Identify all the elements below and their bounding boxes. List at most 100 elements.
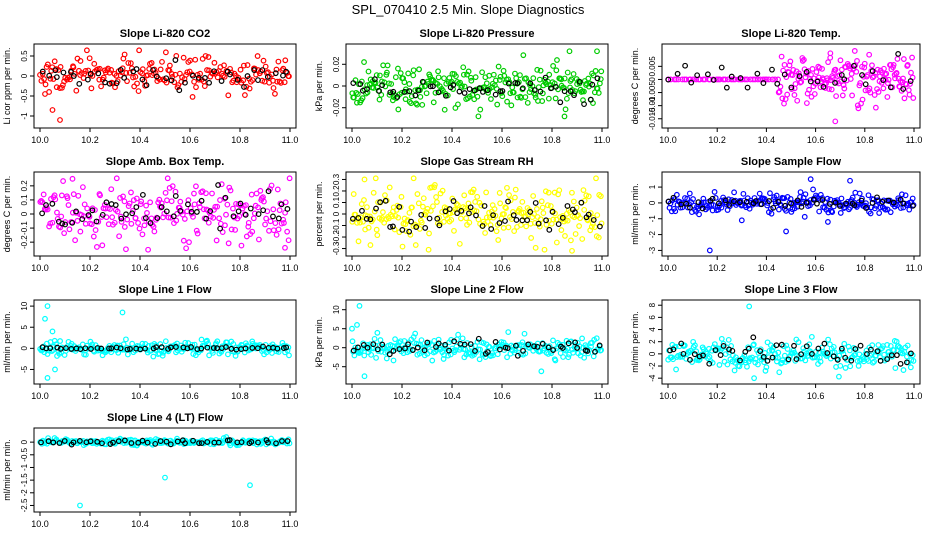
data-point-slopes <box>536 223 543 230</box>
data-point-slopes <box>695 357 702 364</box>
data-point-hourly <box>170 213 177 220</box>
data-point-hourly <box>549 208 556 215</box>
y-tick-label: 0.005 <box>648 56 657 77</box>
data-point-slopes <box>169 183 176 190</box>
data-point-slopes <box>784 91 791 98</box>
data-point-hourly <box>373 205 379 212</box>
data-point-slopes <box>419 101 426 108</box>
data-point-slopes <box>906 206 913 213</box>
data-point-hourly <box>382 197 389 204</box>
data-point-slopes <box>465 68 472 75</box>
data-point-slopes <box>286 73 292 80</box>
data-point-slopes <box>37 71 43 78</box>
data-point-slopes <box>193 183 199 190</box>
data-point-slopes <box>272 220 279 227</box>
data-point-hourly <box>821 340 828 347</box>
data-point-slopes <box>778 53 785 60</box>
data-point-hourly <box>674 70 681 77</box>
data-point-slopes <box>374 232 381 239</box>
data-point-hourly <box>244 73 251 79</box>
x-tick-label: 10.4 <box>443 135 461 145</box>
data-point-hourly <box>750 334 757 341</box>
data-point-hourly <box>204 439 211 445</box>
data-point-slopes <box>240 77 247 84</box>
data-point-slopes <box>547 203 554 209</box>
data-point-hourly <box>413 224 420 230</box>
data-point-hourly <box>234 76 241 83</box>
data-point-slopes <box>150 353 157 360</box>
data-point-slopes <box>839 92 846 99</box>
data-point-hourly <box>242 211 249 218</box>
data-point-slopes <box>270 227 277 234</box>
data-point-slopes <box>550 63 557 69</box>
data-point-slopes <box>825 336 832 343</box>
data-point-slopes <box>88 221 95 228</box>
data-point-hourly <box>745 345 752 352</box>
data-point-hourly <box>803 343 810 350</box>
data-point-slopes <box>861 60 868 67</box>
data-point-hourly <box>561 88 568 95</box>
x-tick-label: 10.2 <box>393 135 411 145</box>
data-point-slopes <box>434 199 440 205</box>
data-point-slopes <box>77 58 84 64</box>
data-point-slopes <box>790 67 797 73</box>
data-point-hourly <box>283 344 290 351</box>
data-point-slopes <box>360 218 366 225</box>
data-point-flat <box>744 76 751 83</box>
data-point-slopes <box>194 230 201 237</box>
data-point-flat <box>687 76 694 83</box>
data-point-slopes <box>60 178 67 184</box>
data-point-slopes <box>82 351 89 358</box>
data-point-slopes <box>470 186 477 193</box>
data-point-hourly <box>723 84 730 91</box>
data-point-slopes <box>380 209 386 216</box>
data-point-slopes <box>515 79 522 86</box>
data-point-hourly <box>869 199 876 206</box>
data-point-hourly <box>578 199 585 206</box>
data-point-hourly <box>226 437 233 443</box>
data-point-hourly <box>868 346 874 353</box>
data-point-slopes <box>844 201 851 208</box>
data-point-slopes <box>412 330 419 337</box>
data-point-slopes <box>480 340 487 346</box>
data-point-hourly <box>194 209 200 215</box>
data-point-slopes <box>509 84 516 91</box>
data-point-hourly <box>737 75 744 81</box>
data-point-slopes <box>284 228 291 235</box>
data-point-slopes <box>773 192 780 199</box>
data-point-slopes <box>554 57 560 63</box>
data-point-slopes <box>221 195 228 202</box>
data-point-slopes <box>186 239 192 246</box>
data-point-slopes <box>562 233 568 239</box>
data-point-slopes <box>501 211 507 217</box>
data-point-hourly <box>265 188 272 195</box>
data-point-slopes <box>214 203 221 210</box>
data-point-hourly <box>150 67 156 73</box>
data-point-hourly <box>95 70 102 77</box>
data-point-outlier <box>361 176 368 183</box>
data-point-slopes <box>842 365 849 371</box>
data-point-hourly <box>461 90 468 96</box>
data-point-slopes <box>218 181 225 188</box>
data-point-hourly <box>832 80 838 86</box>
data-point-slopes <box>371 208 378 215</box>
data-point-slopes <box>405 70 412 77</box>
x-tick-label: 10.8 <box>856 135 874 145</box>
data-point-hourly <box>198 197 205 204</box>
data-point-slopes <box>740 190 747 197</box>
data-point-hourly <box>758 201 765 208</box>
data-point-hourly <box>396 203 403 210</box>
data-point-outlier <box>832 118 839 125</box>
data-point-hourly <box>46 72 53 79</box>
data-point-slopes <box>827 54 834 61</box>
data-point-slopes <box>452 347 459 353</box>
data-point-hourly <box>803 199 810 206</box>
data-point-slopes <box>875 89 882 95</box>
data-point-hourly <box>467 341 474 348</box>
data-point-slopes <box>829 209 836 216</box>
data-point-slopes <box>416 66 422 73</box>
data-point-slopes <box>262 221 268 228</box>
data-point-hourly <box>85 212 92 218</box>
data-point-slopes <box>800 56 807 63</box>
data-point-slopes <box>270 85 277 91</box>
